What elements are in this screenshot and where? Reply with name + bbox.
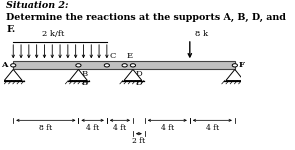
Text: B: B [81, 70, 87, 78]
Bar [13, 61, 235, 69]
Text: E: E [127, 52, 133, 60]
Text: 2 k/ft: 2 k/ft [42, 30, 64, 38]
Text: F.: F. [6, 25, 15, 34]
Text: C: C [109, 52, 116, 60]
Text: D: D [136, 70, 142, 78]
Text: 4 ft: 4 ft [161, 124, 174, 132]
Text: A: A [1, 61, 7, 69]
Text: 2 ft: 2 ft [132, 137, 145, 145]
Polygon shape [124, 69, 142, 81]
Circle shape [232, 64, 237, 67]
Circle shape [104, 64, 109, 67]
Polygon shape [226, 69, 244, 81]
Circle shape [11, 64, 16, 67]
Text: 4 ft: 4 ft [113, 124, 127, 132]
Text: 4 ft: 4 ft [206, 124, 219, 132]
Text: F: F [239, 61, 245, 69]
Circle shape [122, 64, 127, 67]
Text: Determine the reactions at the supports A, B, D, and: Determine the reactions at the supports … [6, 13, 286, 22]
Text: 4 ft: 4 ft [86, 124, 99, 132]
Text: Situation 2:: Situation 2: [6, 2, 69, 10]
Circle shape [76, 64, 81, 67]
Text: D: D [136, 79, 142, 87]
Text: 8 k: 8 k [195, 30, 208, 38]
Polygon shape [69, 69, 87, 81]
Circle shape [130, 64, 135, 67]
Polygon shape [4, 69, 22, 81]
Text: B: B [81, 79, 87, 87]
Text: 8 ft: 8 ft [39, 124, 53, 132]
